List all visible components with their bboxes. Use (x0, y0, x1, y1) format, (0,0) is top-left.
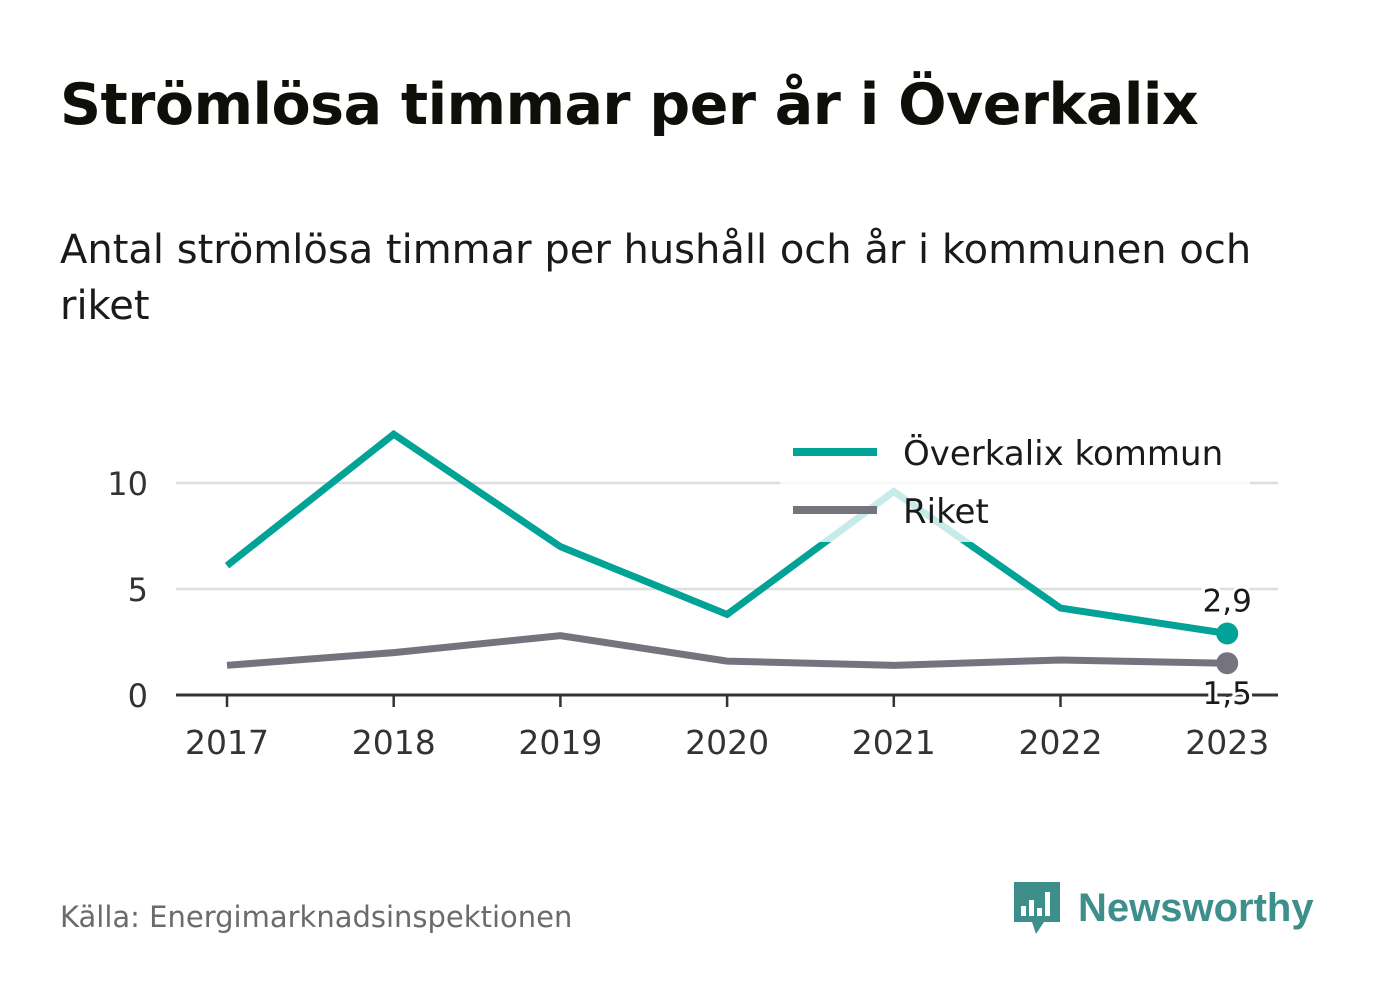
end-label: 1,5 (1203, 676, 1252, 712)
y-tick-label: 10 (107, 465, 148, 503)
series-line (226, 632, 1228, 669)
x-axis: 2017 2018 2019 2020 2021 2022 2023 (176, 693, 1278, 762)
x-tick-label: 2019 (518, 723, 602, 762)
x-tick-label: 2020 (685, 723, 769, 762)
x-tick-label: 2021 (852, 723, 936, 762)
legend-label: Överkalix kommun (903, 433, 1223, 474)
page-subtitle: Antal strömlösa timmar per hushåll och å… (60, 227, 1252, 329)
x-tick-label: 2022 (1019, 723, 1103, 762)
y-tick-label: 0 (128, 677, 148, 715)
series-layer: 2,9 1,5 (224, 429, 1255, 715)
x-tick-label: 2023 (1185, 723, 1269, 762)
brand-name: Newsworthy (1078, 885, 1314, 930)
source-note: Källa: Energimarknadsinspektionen (60, 900, 573, 934)
series-line (224, 429, 1228, 637)
y-axis: 0 5 10 (107, 465, 148, 715)
y-tick-label: 5 (128, 571, 148, 609)
x-tick-label: 2017 (185, 723, 269, 762)
newsworthy-logo-icon (1014, 882, 1060, 934)
end-label: 2,9 (1203, 584, 1252, 620)
page-title: Strömlösa timmar per år i Överkalix (60, 72, 1199, 138)
legend-background (780, 420, 1250, 542)
end-point-marker (1216, 622, 1239, 645)
legend: Överkalix kommun Riket (780, 420, 1250, 542)
x-tick-label: 2018 (352, 723, 436, 762)
legend-label: Riket (903, 492, 989, 532)
brand-logo: Newsworthy (1010, 878, 1314, 938)
end-point-marker (1216, 652, 1239, 675)
